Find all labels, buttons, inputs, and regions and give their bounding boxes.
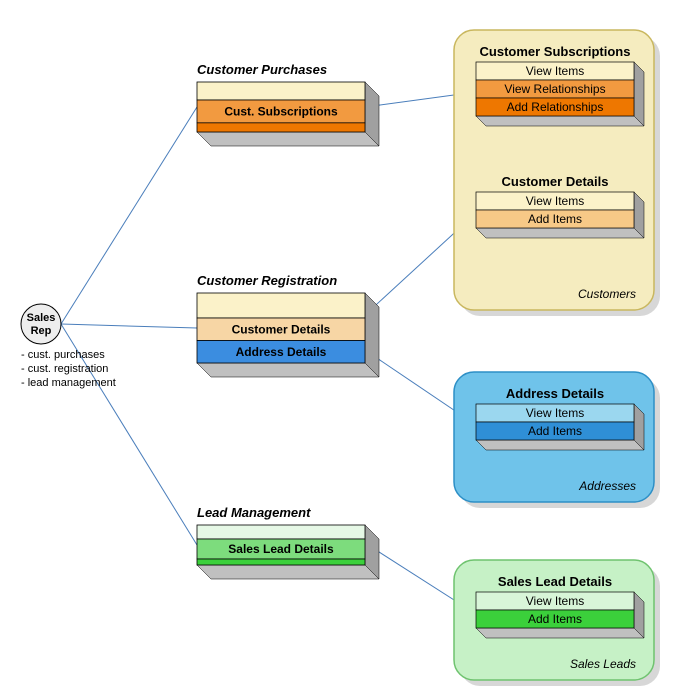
customers-panel-group-0-title: Customer Subscriptions [480, 44, 631, 59]
customer-registration-extrude-bottom [197, 363, 379, 377]
lead-management-header [197, 525, 365, 539]
lead-management-row-0-label: Sales Lead Details [228, 542, 334, 556]
customers-panel-group-1-title: Customer Details [502, 174, 609, 189]
customers-panel-caption: Customers [578, 287, 636, 301]
addresses-panel-g0-row-0-label: View Items [526, 406, 584, 420]
salesleads-panel-caption: Sales Leads [570, 657, 636, 671]
actor-sales-rep: SalesRep - cust. purchases - cust. registr… [21, 304, 116, 389]
salesleads-panel-g0-row-0-label: View Items [526, 594, 584, 608]
addresses-panel-group-0-title: Address Details [506, 386, 604, 401]
addresses-panel-g0-row-1-label: Add Items [528, 424, 582, 438]
customers-panel-g0-row-0-label: View Items [526, 64, 584, 78]
customer-registration: Customer Registration Customer Details Add… [197, 273, 379, 377]
customers-panel-g1-row-1-label: Add Items [528, 212, 582, 226]
lead-management-extrude-bottom [197, 565, 379, 579]
extrude-side [634, 62, 644, 126]
actor-label-2: Rep [31, 325, 52, 337]
salesleads-panel-group-0-title: Sales Lead Details [498, 574, 612, 589]
customer-registration-row-0-label: Customer Details [232, 322, 331, 336]
customer-purchases-header [197, 82, 365, 100]
extrude-bottom [476, 440, 644, 450]
customer-purchases-row-1 [197, 123, 365, 132]
actor-sublabel-2: - lead management [21, 377, 116, 389]
extrude-bottom [476, 116, 644, 126]
customers-panel-g0-row-2-label: Add Relationships [507, 100, 604, 114]
lead-management-title: Lead Management [197, 505, 311, 520]
lead-management-row-1 [197, 559, 365, 565]
salesleads-panel-g0-row-1-label: Add Items [528, 612, 582, 626]
customers-panel-g0-row-1-label: View Relationships [504, 82, 605, 96]
customer-registration-title: Customer Registration [197, 273, 337, 288]
extrude-bottom [476, 228, 644, 238]
customer-purchases-extrude-bottom [197, 132, 379, 146]
edge-0 [61, 107, 197, 324]
customer-registration-extrude-side [365, 293, 379, 377]
customers-panel-group-0: Customer Subscriptions View Items View Rel… [476, 44, 644, 126]
customer-registration-row-1-label: Address Details [236, 345, 327, 359]
customers-panel-g1-row-0-label: View Items [526, 194, 584, 208]
addresses-panel: Addresses Address Details View Items Add It… [454, 372, 660, 508]
edge-1 [61, 324, 197, 328]
actor-label-1: Sales [27, 312, 56, 324]
actor-sublabel-0: - cust. purchases [21, 349, 105, 361]
extrude-bottom [476, 628, 644, 638]
customer-purchases: Customer Purchases Cust. Subscriptions [197, 62, 379, 146]
customer-purchases-row-0-label: Cust. Subscriptions [224, 105, 338, 119]
customer-registration-header [197, 293, 365, 318]
customer-purchases-title: Customer Purchases [197, 62, 327, 77]
customers-panel: Customers Customer Subscriptions View Item… [454, 30, 660, 316]
addresses-panel-caption: Addresses [578, 479, 636, 493]
actor-circle [21, 304, 61, 344]
salesleads-panel: Sales Leads Sales Lead Details View Items A… [454, 560, 660, 686]
lead-management: Lead Management Sales Lead Details [197, 505, 379, 579]
actor-sublabel-1: - cust. registration [21, 363, 108, 375]
